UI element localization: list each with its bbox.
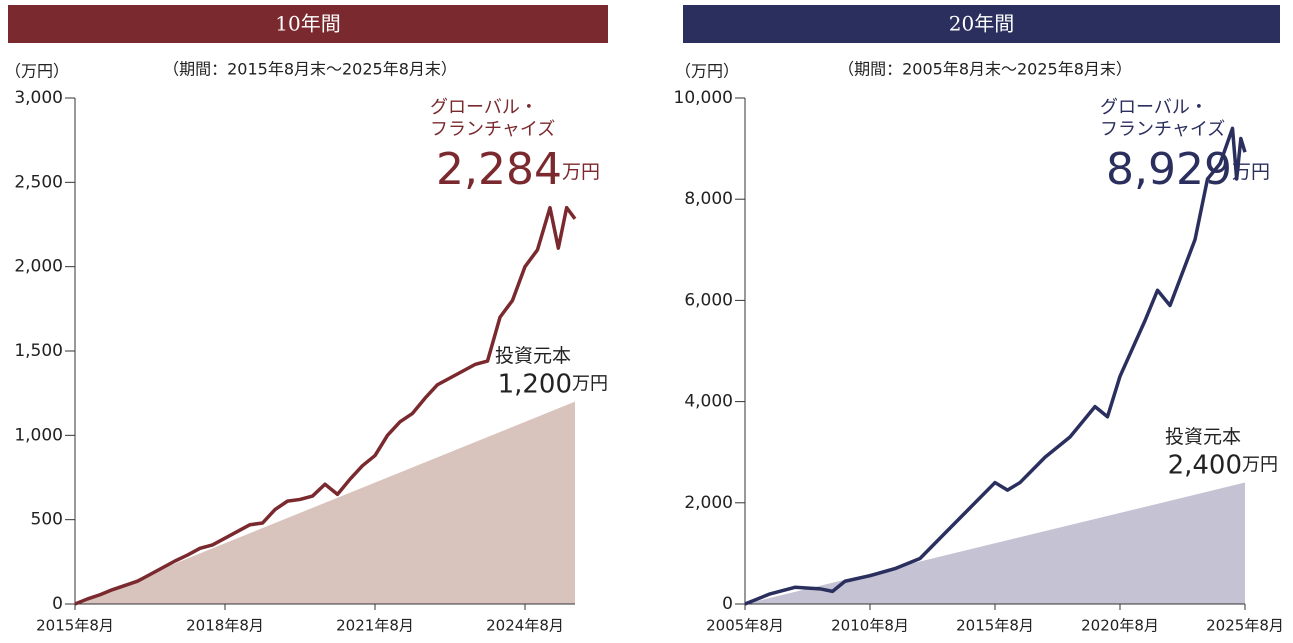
x-tick-label: 2015年8月 <box>36 617 114 635</box>
fund-end-value: 8,929 <box>1106 144 1232 195</box>
y-tick-label: 4,000 <box>684 392 733 412</box>
subtitle: （期間：2015年8月末～2025年8月末） <box>163 60 457 79</box>
y-axis-label: （万円） <box>5 62 69 81</box>
fund-name-line: グローバル・ <box>1100 97 1208 118</box>
y-tick-label: 2,000 <box>14 257 63 277</box>
x-tick-label: 2021年8月 <box>336 617 414 635</box>
fund-end-label: 2,284万円 <box>436 144 600 195</box>
principal-end-label: 2,400万円 <box>1168 450 1278 480</box>
x-tick-label: 2005年8月 <box>706 617 784 635</box>
y-tick-label: 6,000 <box>684 290 733 310</box>
y-axis-label: （万円） <box>675 62 739 81</box>
y-tick-label: 0 <box>52 594 63 614</box>
x-tick-label: 2020年8月 <box>1081 617 1159 635</box>
fund-name-line: フランチャイズ <box>1100 119 1225 140</box>
principal-name: 投資元本 <box>495 345 571 367</box>
y-tick-label: 0 <box>722 594 733 614</box>
y-tick-label: 3,000 <box>14 88 63 108</box>
y-tick-label: 2,500 <box>14 172 63 192</box>
x-tick-label: 2018年8月 <box>186 617 264 635</box>
fund-line <box>74 205 577 606</box>
y-tick-label: 2,000 <box>684 493 733 513</box>
x-tick-label: 2010年8月 <box>831 617 909 635</box>
principal-area <box>75 401 575 604</box>
x-tick-label: 2025年8月 <box>1206 617 1284 635</box>
header-bar <box>683 5 1280 43</box>
principal-area <box>745 482 1245 604</box>
x-tick-label: 2024年8月 <box>486 617 564 635</box>
y-tick-label: 8,000 <box>684 189 733 209</box>
y-tick-label: 1,500 <box>14 341 63 361</box>
principal-end-value: 1,200 <box>498 369 572 399</box>
header-bar <box>8 5 608 43</box>
fund-name-line: グローバル・ <box>430 97 538 118</box>
fund-line <box>744 126 1247 606</box>
fund-name: グローバル・フランチャイズ <box>1100 97 1225 140</box>
fund-name: グローバル・フランチャイズ <box>430 97 555 140</box>
subtitle: （期間：2005年8月末～2025年8月末） <box>838 60 1132 79</box>
header: 10年間 <box>275 12 340 36</box>
principal-end-label: 1,200万円 <box>498 369 608 399</box>
header: 20年間 <box>949 12 1014 36</box>
principal-end-value: 2,400 <box>1168 450 1242 480</box>
fund-end-unit: 万円 <box>1232 161 1270 183</box>
y-tick-label: 500 <box>31 510 63 530</box>
y-tick-label: 10,000 <box>674 88 733 108</box>
fund-name-line: フランチャイズ <box>430 119 555 140</box>
principal-end-unit: 万円 <box>572 374 608 395</box>
fund-end-value: 2,284 <box>436 144 562 195</box>
fund-end-label: 8,929万円 <box>1106 144 1270 195</box>
principal-end-unit: 万円 <box>1242 455 1278 476</box>
principal-name: 投資元本 <box>1165 426 1241 448</box>
x-tick-label: 2015年8月 <box>956 617 1034 635</box>
fund-end-unit: 万円 <box>562 161 600 183</box>
y-tick-label: 1,000 <box>14 425 63 445</box>
